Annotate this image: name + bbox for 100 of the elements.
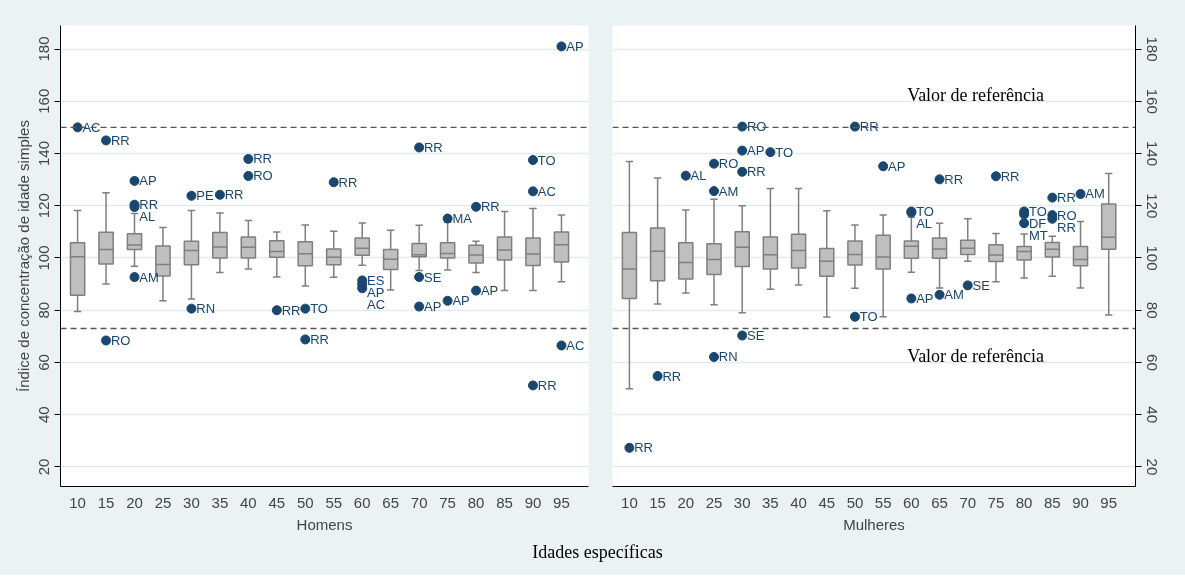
data-label: AP: [887, 158, 906, 174]
data-label: AL: [690, 168, 707, 184]
ref-line-label: Valor de referência: [907, 346, 1045, 367]
data-label: RR: [480, 199, 500, 215]
x-tick-label: 70: [410, 493, 428, 511]
x-tick-label: 80: [467, 493, 485, 511]
data-label: RR: [662, 368, 682, 384]
x-tick-label: 45: [268, 493, 286, 511]
data-label: AC: [537, 183, 556, 199]
ref-line-label: Valor de referência: [907, 85, 1045, 106]
x-tick-label: 85: [496, 493, 513, 511]
y-tick-label: 60: [1143, 354, 1161, 371]
x-tick-label: 15: [97, 493, 115, 511]
data-label: RR: [224, 187, 244, 203]
data-label: RR: [1057, 190, 1076, 206]
data-label: AM: [944, 287, 964, 303]
x-tick-label: 40: [790, 493, 807, 511]
data-label: TO: [537, 152, 556, 168]
x-tick-label: 10: [621, 493, 638, 511]
x-tick-label: 80: [1015, 493, 1033, 511]
y-tick-label: 100: [35, 245, 53, 271]
x-tick-label: 85: [1043, 493, 1061, 511]
data-label: RR: [110, 132, 130, 148]
x-axis-title: Homens: [296, 515, 353, 533]
y-axis-title: Índice de concentração de idade simples: [14, 120, 32, 392]
x-tick-label: 45: [818, 493, 836, 511]
data-label: AP: [566, 38, 584, 54]
x-tick-label: 35: [762, 493, 779, 511]
x-tick-label: 20: [126, 493, 143, 511]
y-tick-label: 60: [35, 354, 53, 371]
y-tick-label: 180: [1143, 36, 1161, 62]
x-tick-label: 25: [705, 493, 723, 511]
x-tick-label: 90: [524, 493, 542, 511]
data-label: AP: [746, 143, 765, 159]
x-tick-label: 65: [931, 493, 948, 511]
x-tick-label: 75: [987, 493, 1005, 511]
x-tick-label: 60: [903, 493, 920, 511]
data-label: AP: [916, 290, 934, 306]
x-tick-label: 10: [69, 493, 86, 511]
x-tick-label: 40: [240, 493, 257, 511]
data-label: SE: [423, 269, 442, 285]
data-label: RO: [253, 168, 273, 184]
data-label: AM: [1085, 186, 1105, 202]
x-tick-label: 35: [211, 493, 229, 511]
y-tick-label: 100: [1143, 245, 1161, 271]
y-tick-label: 120: [1143, 193, 1161, 219]
data-label: RR: [859, 119, 879, 135]
data-label: TO: [859, 309, 878, 325]
x-tick-label: 55: [325, 493, 343, 511]
data-label: AC: [82, 119, 101, 135]
x-tick-label: 50: [296, 493, 314, 511]
x-axis-title: Mulheres: [843, 515, 905, 533]
data-label: TO: [310, 301, 328, 317]
y-tick-label: 80: [35, 301, 53, 319]
data-label: AP: [139, 173, 157, 189]
x-tick-label: 90: [1072, 493, 1089, 511]
data-label: SE: [746, 328, 765, 344]
data-label: RR: [253, 151, 272, 167]
data-label: PE: [196, 188, 214, 204]
y-tick-label: 20: [35, 458, 53, 476]
y-tick-label: 120: [35, 193, 53, 219]
y-tick-label: 160: [1143, 88, 1161, 114]
x-tick-label: 95: [1100, 493, 1118, 511]
y-tick-label: 80: [1143, 301, 1161, 319]
data-label: RR: [1000, 168, 1020, 184]
data-label: RR: [338, 174, 358, 190]
y-tick-label: 180: [35, 36, 53, 62]
y-tick-label: 40: [35, 406, 53, 424]
data-label: RR: [634, 440, 653, 456]
y-tick-label: 160: [35, 88, 53, 114]
data-label: SE: [972, 277, 991, 293]
x-tick-label: 30: [183, 493, 200, 511]
y-tick-label: 40: [1143, 406, 1161, 424]
data-label: RR: [310, 331, 329, 347]
y-tick-label: 140: [35, 140, 53, 166]
x-tick-label: 95: [553, 493, 570, 511]
x-tick-label: 15: [649, 493, 666, 511]
x-tick-label: 55: [874, 493, 892, 511]
data-label: RN: [718, 349, 738, 365]
data-label: MA: [452, 211, 473, 227]
data-label: RR: [281, 302, 301, 318]
data-label: RR: [944, 171, 964, 187]
data-label: AM: [139, 269, 159, 285]
data-label: AP: [452, 293, 470, 309]
x-tick-label: 70: [959, 493, 977, 511]
text: Idades específicas: [532, 541, 663, 564]
x-tick-label: 20: [677, 493, 695, 511]
x-tick-label: 50: [846, 493, 864, 511]
data-label: AP: [423, 299, 442, 315]
x-tick-label: 30: [733, 493, 751, 511]
data-label: RR: [746, 164, 766, 180]
y-tick-label: 20: [1143, 458, 1161, 476]
data-label: RN: [196, 301, 216, 317]
data-label: RO: [110, 332, 131, 348]
data-label: TO: [775, 144, 794, 160]
data-label: RR: [423, 139, 443, 155]
x-tick-label: 60: [353, 493, 371, 511]
data-label: AC: [566, 337, 585, 353]
x-tick-label: 65: [382, 493, 400, 511]
x-tick-label: 25: [154, 493, 172, 511]
